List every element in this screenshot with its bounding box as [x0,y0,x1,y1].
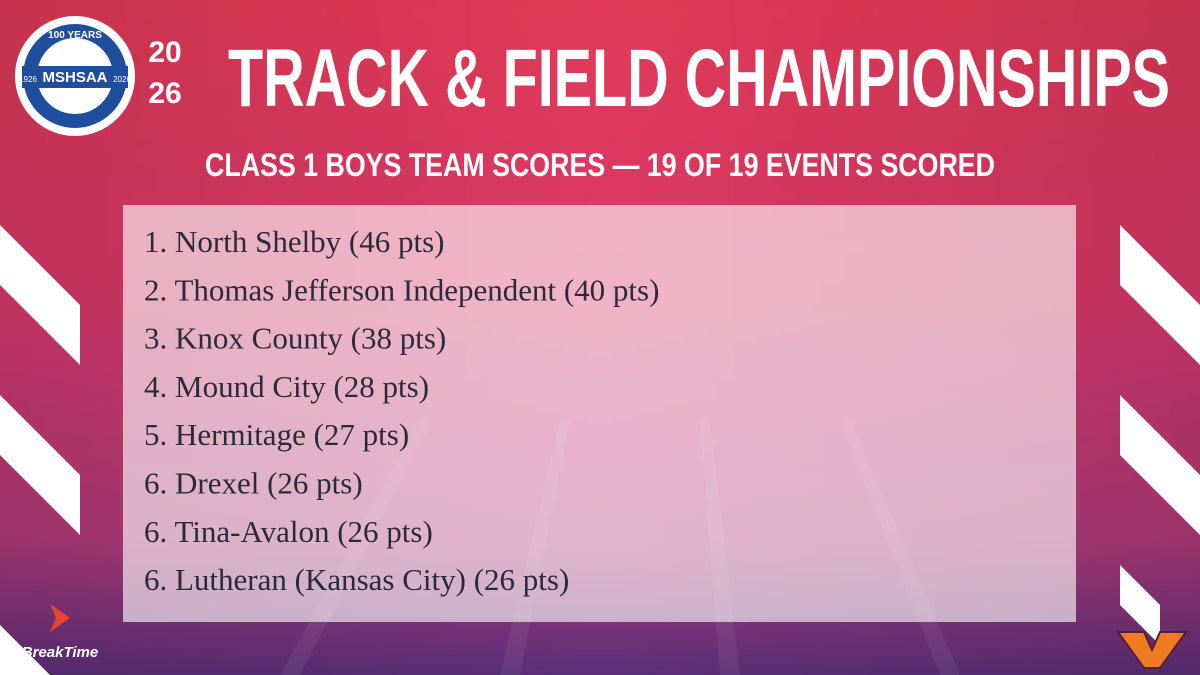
school-logo [1116,631,1188,669]
title: TRACK & FIELD CHAMPIONSHIPS [228,33,1170,124]
mshsaa-logo: 100 YEARS MSHSAA 1926 2026 [15,16,135,136]
standing-item: 1. North Shelby (46 pts) [144,224,445,259]
standing-item: 6. Drexel (26 pts) [144,466,363,501]
standings-list: 1. North Shelby (46 pts) 2. Thomas Jeffer… [144,224,659,597]
breaktime-logo: BreakTime [22,604,98,661]
logo-end-year: 2026 [113,75,131,84]
school-v [1116,631,1188,669]
standing-item: 2. Thomas Jefferson Independent (40 pts) [144,272,659,307]
standing-item: 4. Mound City (28 pts) [144,369,429,404]
logo-years: 100 YEARS [48,30,102,41]
logo-start-year: 1926 [19,75,37,84]
left-stripes [0,225,80,675]
year-bottom: 26 [148,77,181,110]
sponsor-icon [50,604,70,632]
standing-item: 3. Knox County (38 pts) [144,321,446,356]
right-stripes [1120,225,1200,645]
sponsor-name: BreakTime [22,644,98,661]
standing-item: 6. Tina-Avalon (26 pts) [144,514,433,549]
year-top: 20 [148,36,181,69]
standings-panel [123,205,1076,622]
logo-name: MSHSAA [42,69,107,86]
subtitle: CLASS 1 BOYS TEAM SCORES — 19 OF 19 EVEN… [205,147,995,183]
logo-band [22,66,128,88]
standing-item: 5. Hermitage (27 pts) [144,417,409,452]
standing-item: 6. Lutheran (Kansas City) (26 pts) [144,562,569,597]
